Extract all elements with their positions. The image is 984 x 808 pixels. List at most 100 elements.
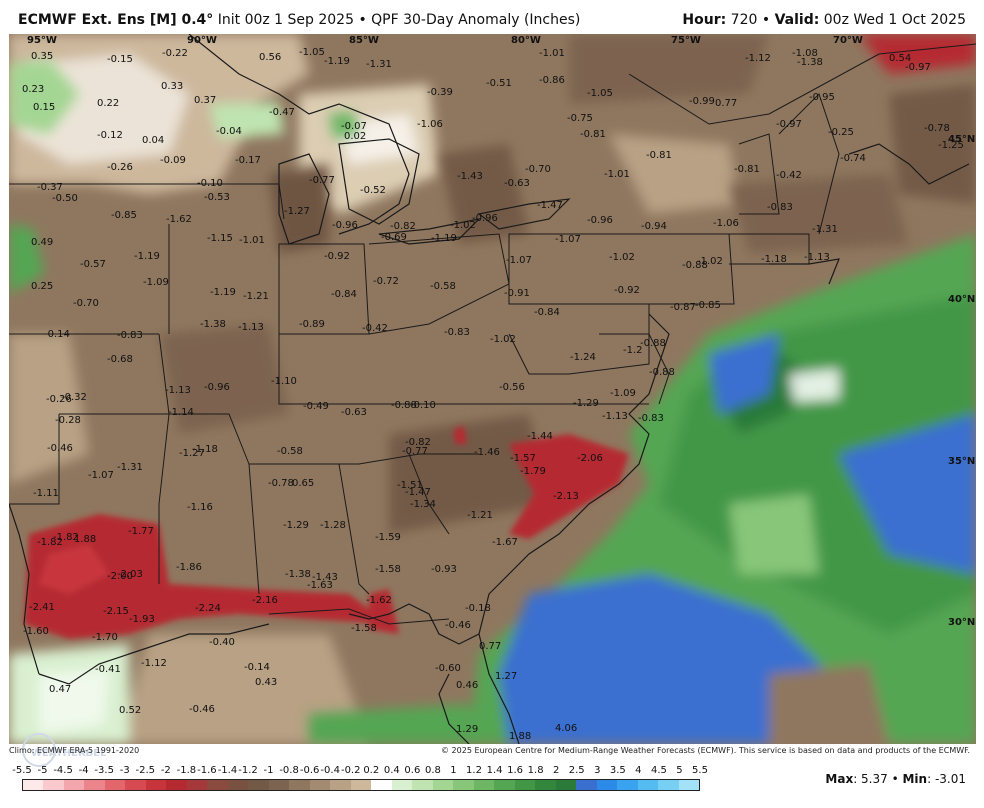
anomaly-value: -1.02 <box>490 334 516 345</box>
green-anomaly-areas <box>9 59 359 294</box>
anomaly-value: -1.34 <box>410 499 436 510</box>
copyright-note: © 2025 European Centre for Medium-Range … <box>441 746 970 755</box>
colorbar-label: -0.2 <box>340 765 361 776</box>
anomaly-value: -1.05 <box>587 88 613 99</box>
colorbar-swatch <box>432 780 454 790</box>
anomaly-value: -1.31 <box>812 224 838 235</box>
anomaly-value: -0.82 <box>390 221 416 232</box>
anomaly-value: -1.93 <box>129 614 155 625</box>
anomaly-value: -1.13 <box>804 252 830 263</box>
anomaly-value: -1.38 <box>285 569 311 580</box>
anomaly-value: -1.38 <box>200 319 226 330</box>
colorbar-label: 1.4 <box>486 765 503 776</box>
anomaly-value: -0.60 <box>435 663 461 674</box>
colorbar-label: -1.8 <box>176 765 197 776</box>
anomaly-value: -0.42 <box>776 170 802 181</box>
anomaly-value: -1.10 <box>271 376 297 387</box>
anomaly-value: -1.13 <box>238 322 264 333</box>
anomaly-value: -0.92 <box>614 285 640 296</box>
colorbar-label: -0.8 <box>279 765 299 776</box>
anomaly-value: -0.07 <box>341 121 367 132</box>
anomaly-value: -1.29 <box>573 398 599 409</box>
logo-icon: WEATHERBELL <box>22 733 113 767</box>
logo-text: WEATHERBELL <box>31 748 107 759</box>
colorbar-label: 1.2 <box>466 765 482 776</box>
anomaly-value: -0.22 <box>162 48 188 59</box>
anomaly-value: -0.10 <box>197 178 223 189</box>
colorbar-label: -0.6 <box>299 765 320 776</box>
anomaly-value: -0.46 <box>445 620 471 631</box>
anomaly-value: -1.16 <box>187 502 213 513</box>
anomaly-value: -0.28 <box>55 415 81 426</box>
lon-label: 85°W <box>349 35 379 46</box>
anomaly-value: -0.88 <box>649 367 675 378</box>
anomaly-value: 0.65 <box>292 478 314 489</box>
anomaly-value: -1.77 <box>128 526 154 537</box>
anomaly-value: -1.47 <box>537 200 563 211</box>
lat-label: 45°N <box>948 134 975 145</box>
anomaly-value: -0.10 <box>410 400 436 411</box>
anomaly-value: -1.24 <box>570 352 596 363</box>
anomaly-value: -1.2 <box>623 345 643 356</box>
anomaly-value: 0.77 <box>715 98 737 109</box>
anomaly-value: -0.47 <box>269 107 295 118</box>
anomaly-value: -1.18 <box>192 444 218 455</box>
anomaly-value: -1.57 <box>510 453 536 464</box>
anomaly-value: 1.29 <box>456 724 478 735</box>
colorbar-label: -1.4 <box>217 765 238 776</box>
colorbar-swatch <box>596 780 618 790</box>
colorbar-label: -2.5 <box>135 765 156 776</box>
anomaly-value: -0.32 <box>61 392 87 403</box>
anomaly-value: -1.28 <box>320 520 346 531</box>
anomaly-value: -1.08 <box>792 48 818 59</box>
anomaly-value: -1.18 <box>761 254 787 265</box>
colorbar-swatch <box>350 780 372 790</box>
lat-label: 35°N <box>948 456 975 467</box>
anomaly-value: 0.43 <box>255 677 277 688</box>
colorbar-swatch <box>658 780 679 790</box>
anomaly-value: -1.58 <box>375 564 401 575</box>
colorbar-label: -5 <box>37 765 48 776</box>
valid-value: 00z Wed 1 Oct 2025 <box>819 12 966 28</box>
colorbar-label: 0.8 <box>424 765 441 776</box>
anomaly-value: -0.84 <box>331 289 357 300</box>
anomaly-value: -0.09 <box>160 155 186 166</box>
max-value: : 5.37 • <box>853 772 903 786</box>
anomaly-value: -0.56 <box>499 382 525 393</box>
anomaly-value: -0.46 <box>189 704 215 715</box>
colorbar-swatch <box>371 780 392 790</box>
anomaly-value: -0.78 <box>924 123 950 134</box>
anomaly-value: -1.06 <box>713 218 739 229</box>
anomaly-value: -0.86 <box>539 75 565 86</box>
anomaly-value: 0.77 <box>479 641 501 652</box>
anomaly-value: -1.62 <box>166 214 192 225</box>
anomaly-value: -1.58 <box>351 623 377 634</box>
colorbar-swatch <box>289 780 310 790</box>
anomaly-value: -0.51 <box>486 78 512 89</box>
colorbar-swatch <box>248 780 269 790</box>
anomaly-value: -1.12 <box>745 53 771 64</box>
anomaly-value: -2.16 <box>252 595 278 606</box>
anomaly-value: 1.88 <box>509 731 531 742</box>
anomaly-value: -0.58 <box>277 446 303 457</box>
anomaly-value: 0.22 <box>97 98 119 109</box>
anomaly-value: -1.70 <box>92 632 118 643</box>
lon-label: 95°W <box>27 35 57 46</box>
anomaly-value: -0.83 <box>444 327 470 338</box>
colorbar-swatch <box>473 780 495 790</box>
colorbar-swatch <box>227 780 249 790</box>
anomaly-value: -0.88 <box>640 338 666 349</box>
anomaly-value: -0.94 <box>641 221 667 232</box>
anomaly-value: -0.96 <box>472 213 498 224</box>
coastlines <box>9 34 970 744</box>
anomaly-value: -0.14 <box>44 329 70 340</box>
anomaly-value: -0.37 <box>37 182 63 193</box>
colorbar-label: -4 <box>78 765 89 776</box>
anomaly-value: -0.69 <box>381 232 407 243</box>
anomaly-value: -1.67 <box>492 537 518 548</box>
anomaly-value: -0.04 <box>216 126 242 137</box>
colorbar-swatch <box>145 780 167 790</box>
anomaly-value: -1.06 <box>417 119 443 130</box>
anomaly-value: -0.74 <box>840 153 866 164</box>
colorbar-label: -1.6 <box>197 765 217 776</box>
